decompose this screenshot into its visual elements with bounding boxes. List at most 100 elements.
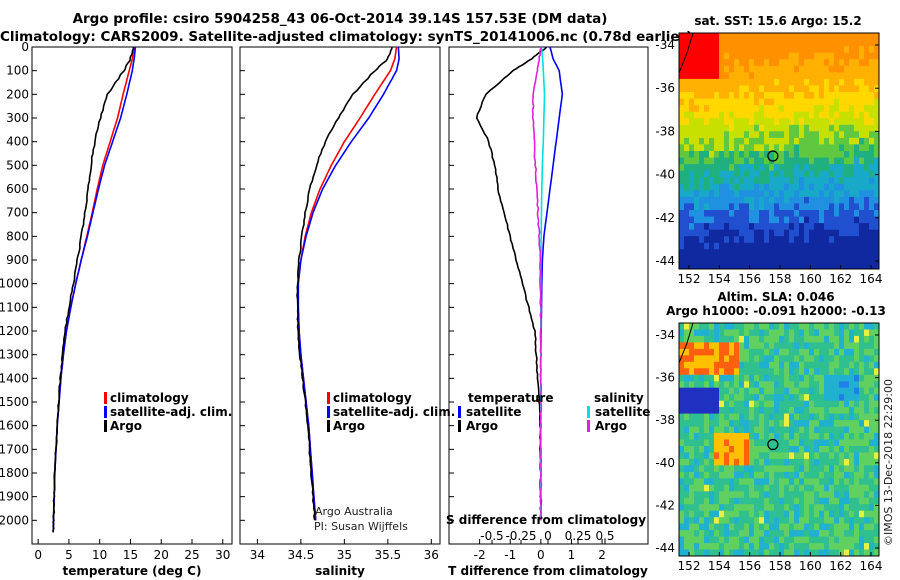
map-cell bbox=[844, 33, 850, 40]
map-cell bbox=[869, 381, 875, 389]
map-cell bbox=[704, 210, 710, 217]
map-cell bbox=[689, 420, 695, 427]
map-cell bbox=[789, 452, 795, 460]
map-cell bbox=[779, 465, 785, 473]
map-cell bbox=[719, 536, 725, 544]
map-cell bbox=[709, 249, 715, 257]
map-cell bbox=[809, 433, 815, 440]
map-cell bbox=[814, 484, 820, 492]
map-cell bbox=[694, 348, 700, 356]
map-cell bbox=[689, 203, 695, 211]
map-cell bbox=[759, 105, 765, 113]
map-cell bbox=[854, 144, 860, 152]
map-cell bbox=[744, 33, 750, 40]
map-cell bbox=[819, 491, 825, 499]
map-cell bbox=[804, 196, 810, 204]
map-cell bbox=[719, 72, 725, 80]
map-cell bbox=[739, 510, 745, 518]
map-cell bbox=[694, 323, 700, 330]
map-cell bbox=[714, 236, 720, 244]
map-cell bbox=[724, 374, 730, 382]
map-cell bbox=[844, 242, 850, 250]
map-cell bbox=[744, 46, 750, 54]
map-cell bbox=[784, 530, 790, 537]
map-cell bbox=[834, 72, 840, 80]
map-cell bbox=[699, 255, 705, 263]
map-cell bbox=[714, 497, 720, 505]
map-cell bbox=[774, 484, 780, 492]
map-cell bbox=[849, 223, 855, 231]
map-cell bbox=[689, 530, 695, 537]
map-cell bbox=[779, 46, 785, 54]
map-cell bbox=[799, 124, 805, 132]
map-cell bbox=[854, 39, 860, 47]
map-cell bbox=[799, 78, 805, 86]
map-cell bbox=[709, 433, 715, 440]
map-cell bbox=[709, 46, 715, 54]
map-cell bbox=[874, 196, 880, 204]
map-cell bbox=[849, 368, 855, 376]
map-cell bbox=[754, 323, 760, 330]
map-cell bbox=[759, 111, 765, 119]
map-cell bbox=[764, 452, 770, 460]
map-cell bbox=[834, 387, 840, 395]
map-cell bbox=[704, 433, 710, 440]
map-cell bbox=[744, 497, 750, 505]
map-cell bbox=[784, 196, 790, 204]
map-cell bbox=[784, 426, 790, 434]
map-cell bbox=[779, 190, 785, 198]
map-cell bbox=[744, 523, 750, 531]
map-cell bbox=[739, 131, 745, 139]
map-cell bbox=[739, 216, 745, 224]
map-cell bbox=[769, 394, 775, 402]
map-cell bbox=[684, 323, 690, 330]
map-cell bbox=[689, 236, 695, 244]
map-cell bbox=[754, 504, 760, 512]
map-cell bbox=[709, 124, 715, 132]
map-cell bbox=[794, 420, 800, 427]
map-cell bbox=[724, 65, 730, 73]
map-cell bbox=[799, 471, 805, 479]
map-cell bbox=[824, 255, 830, 263]
map-cell bbox=[719, 151, 725, 158]
map-cell bbox=[849, 216, 855, 224]
map-cell bbox=[834, 177, 840, 185]
map-cell bbox=[844, 536, 850, 544]
map-cell bbox=[819, 530, 825, 537]
salinity-annotation-line2: PI: Susan Wijffels bbox=[314, 520, 408, 533]
map-cell bbox=[724, 478, 730, 486]
map-cell bbox=[829, 478, 835, 486]
map-cell bbox=[829, 223, 835, 231]
map-cell bbox=[829, 144, 835, 152]
map-cell bbox=[824, 164, 830, 172]
map-cell bbox=[699, 465, 705, 473]
map-cell bbox=[779, 72, 785, 80]
map-cell bbox=[804, 374, 810, 382]
map-cell bbox=[849, 33, 855, 40]
map-cell bbox=[829, 249, 835, 257]
map-cell bbox=[774, 504, 780, 512]
map-cell bbox=[779, 52, 785, 60]
map-cell bbox=[864, 131, 870, 139]
map-cell bbox=[874, 39, 880, 47]
map-cell bbox=[864, 543, 870, 550]
map-cell bbox=[834, 203, 840, 211]
map-cell bbox=[839, 105, 845, 113]
map-cell bbox=[804, 190, 810, 198]
map-cell bbox=[849, 497, 855, 505]
map-cell bbox=[864, 177, 870, 185]
map-cell bbox=[794, 407, 800, 414]
map-cell bbox=[689, 85, 695, 93]
map-cell bbox=[699, 549, 705, 557]
map-cell bbox=[689, 46, 695, 54]
map-cell bbox=[704, 151, 710, 158]
map-cell bbox=[834, 407, 840, 414]
map-cell bbox=[769, 210, 775, 217]
map-cell bbox=[754, 523, 760, 531]
map-cell bbox=[819, 223, 825, 231]
map-cell bbox=[804, 407, 810, 414]
map-cell bbox=[709, 59, 715, 67]
map-cell bbox=[814, 420, 820, 427]
map-cell bbox=[679, 223, 685, 231]
map-cell bbox=[799, 549, 805, 557]
